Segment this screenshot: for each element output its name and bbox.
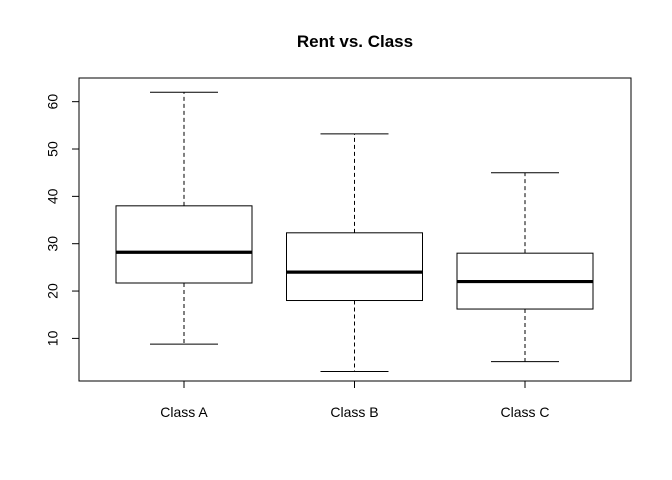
box-class-c [456,172,594,363]
box-series [115,91,594,373]
box-class-a [115,91,253,345]
y-tick-label: 40 [45,188,61,204]
iqr-box [115,205,253,284]
y-tick-label: 20 [45,283,61,299]
x-tick-label: Class C [500,404,549,420]
x-tick-label: Class A [160,404,208,420]
y-tick-label: 10 [45,330,61,346]
y-tick-label: 60 [45,94,61,110]
x-tick-label: Class B [330,404,378,420]
y-axis: 10 20 30 40 50 60 [45,94,80,346]
x-axis: Class A Class B Class C [160,380,550,420]
chart-title: Rent vs. Class [297,32,413,51]
y-tick-label: 50 [45,141,61,157]
iqr-box [286,232,423,302]
box-class-b [286,133,423,373]
y-tick-label: 30 [45,236,61,252]
